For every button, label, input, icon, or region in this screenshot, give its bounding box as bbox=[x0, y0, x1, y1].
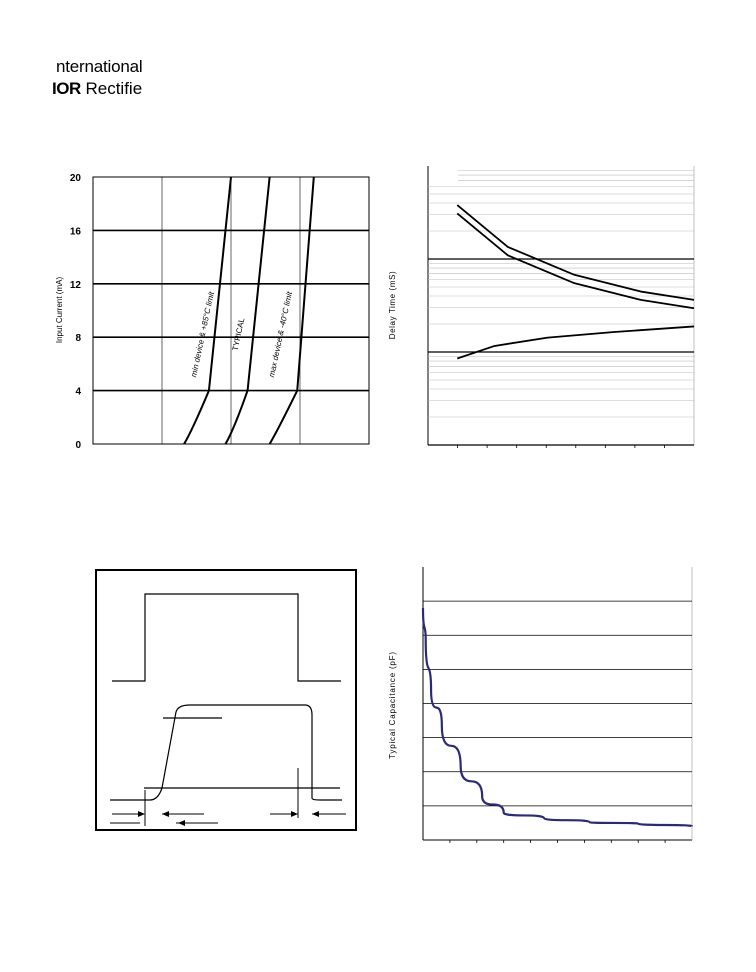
chart2-series bbox=[456, 204, 695, 360]
chart3-series-line bbox=[421, 607, 694, 828]
chart2-series-line bbox=[456, 204, 695, 301]
logo-line2: Rectifie bbox=[85, 79, 143, 98]
chart1-ytick-label: 20 bbox=[70, 173, 82, 184]
company-logo: IOR Rectifie bbox=[52, 79, 142, 99]
chart1-ytick-label: 12 bbox=[70, 280, 82, 291]
chart1-series-line bbox=[183, 176, 232, 445]
delay-time-chart: Delay Time (mS) bbox=[388, 166, 695, 448]
chart3-ylabel: Typical Capacitance (pF) bbox=[388, 651, 397, 759]
chart1-ytick-label: 8 bbox=[75, 333, 81, 344]
series-label-typical: TYPICAL bbox=[231, 317, 247, 352]
chart1-ytick-label: 16 bbox=[70, 226, 82, 237]
output-waveform bbox=[110, 704, 342, 801]
toff-arrowhead-2 bbox=[312, 811, 319, 817]
series-label-max: max device & -40°C limit bbox=[267, 290, 294, 378]
chart1-ylabel: Input Current (mA) bbox=[55, 277, 64, 344]
tr-arrowhead bbox=[178, 820, 185, 826]
chart1-ytick-label: 0 bbox=[75, 440, 81, 451]
chart2-series-line bbox=[456, 325, 695, 360]
timing-frame bbox=[95, 569, 357, 831]
chart1-series-line bbox=[224, 176, 271, 445]
chart1-ytick-label: 4 bbox=[75, 387, 81, 398]
ior-logo-mark: IOR bbox=[52, 79, 81, 98]
logo-line1: nternational bbox=[56, 57, 143, 76]
chart3-series bbox=[421, 607, 694, 828]
chart2-grid bbox=[428, 169, 694, 448]
ton-arrowhead-2 bbox=[162, 811, 169, 817]
capacitance-chart: Typical Capacitance (pF) bbox=[388, 567, 694, 843]
chart2-ylabel: Delay Time (mS) bbox=[388, 271, 397, 340]
chart3-grid bbox=[423, 600, 692, 843]
chart1-series bbox=[183, 176, 315, 445]
timing-diagram bbox=[95, 569, 357, 831]
chart1-series-line bbox=[268, 176, 315, 445]
chart2-series-line bbox=[456, 212, 695, 310]
chart1-ytick-labels: 0 4 8 12 16 20 bbox=[70, 173, 82, 451]
toff-arrowhead bbox=[291, 811, 298, 817]
ton-arrowhead bbox=[138, 811, 145, 817]
chart1-grid bbox=[93, 177, 369, 444]
input-pulse-waveform bbox=[112, 593, 341, 682]
